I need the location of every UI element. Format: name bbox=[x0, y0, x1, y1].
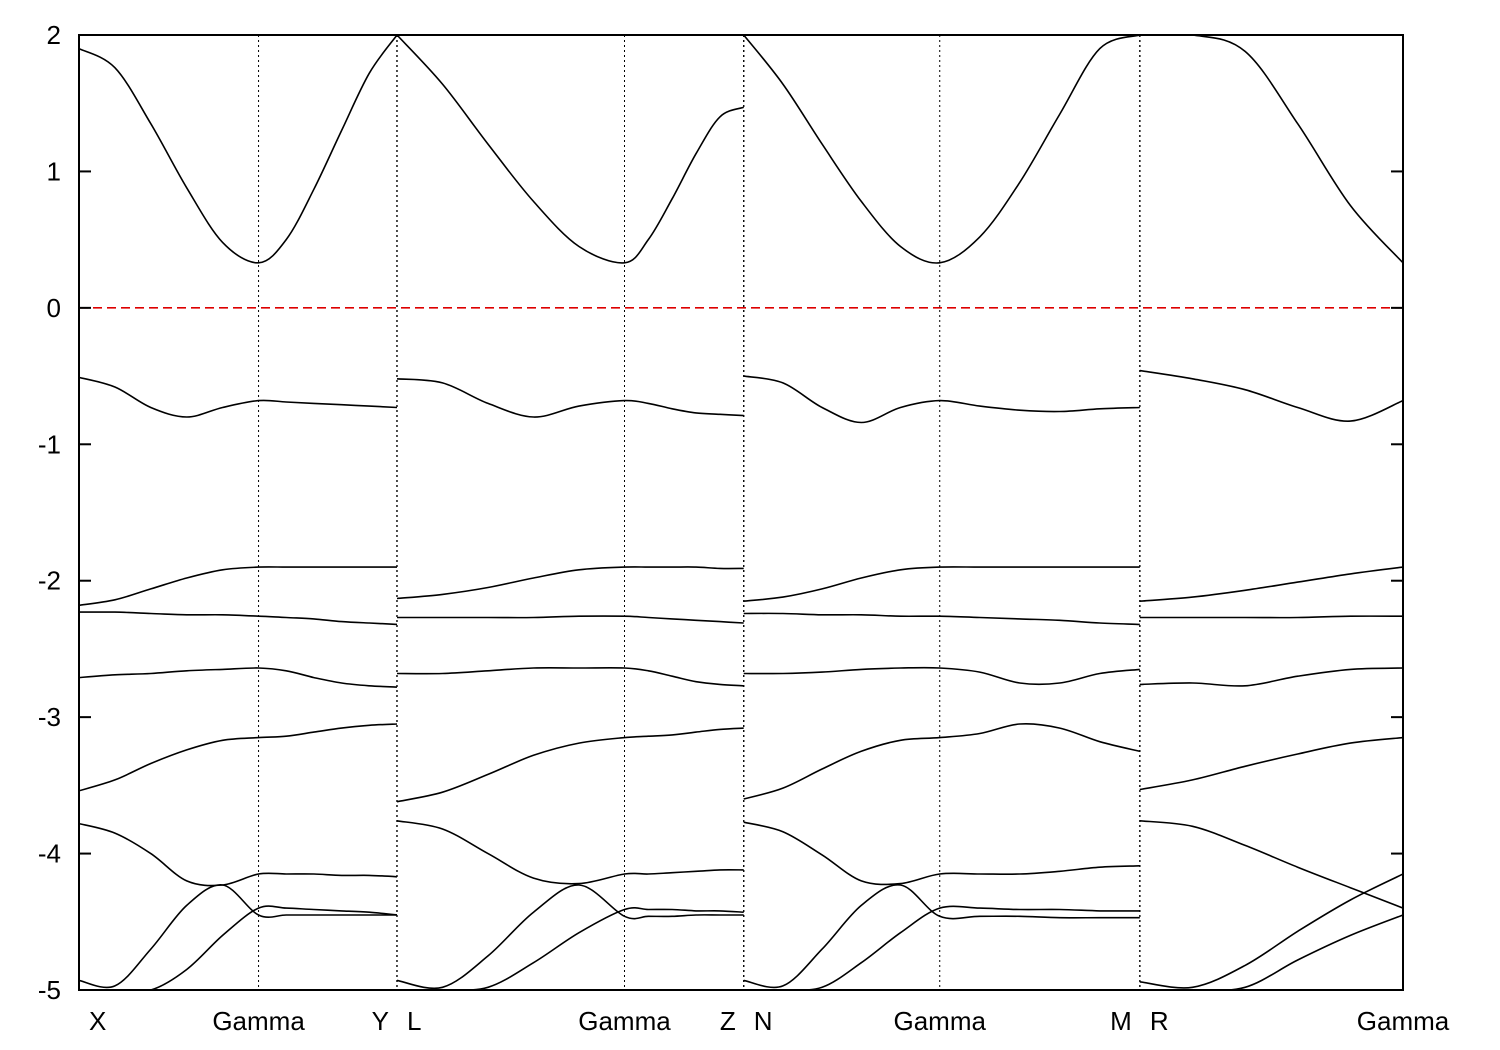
band-line-seg3-b3 bbox=[1139, 820, 1403, 909]
band-line-seg3-b9 bbox=[1139, 35, 1403, 264]
y-tick-label: 2 bbox=[47, 20, 61, 50]
band-line-seg3-b2 bbox=[1139, 914, 1403, 990]
y-tick-label: -1 bbox=[38, 429, 61, 459]
plot-area: 2 1 0 -1 -2 -3 -4 -5 X Gamma Y L Gamma Z N Gamma M R Gamma bbox=[38, 20, 1450, 1036]
band-line-seg1-b8 bbox=[396, 378, 744, 418]
x-tick-label-m: M bbox=[1110, 1006, 1132, 1036]
x-tick-label-gamma: Gamma bbox=[578, 1006, 671, 1036]
y-tick-label: -4 bbox=[38, 839, 61, 869]
band-line-seg2-b3 bbox=[743, 821, 1140, 886]
plot-frame bbox=[78, 34, 1404, 991]
band-line-seg3-b4 bbox=[1139, 736, 1403, 791]
band-line-seg0-b1 bbox=[79, 884, 397, 989]
band-line-seg3-b6 bbox=[1139, 615, 1403, 619]
band-line-seg1-b1 bbox=[396, 884, 744, 990]
y-tick-label: 1 bbox=[47, 156, 61, 186]
band-line-seg1-b3 bbox=[396, 820, 744, 885]
x-tick-label-l: L bbox=[407, 1006, 421, 1036]
band-line-seg1-b6 bbox=[396, 615, 744, 624]
band-line-seg2-b5 bbox=[743, 666, 1140, 686]
band-line-seg0-b8 bbox=[79, 376, 398, 418]
x-tick-label-n: N bbox=[754, 1006, 773, 1036]
band-line-seg3-b8 bbox=[1139, 369, 1403, 422]
x-tick-label-z: Z bbox=[720, 1006, 736, 1036]
band-line-seg1-b4 bbox=[396, 727, 744, 803]
x-tick-label-gamma: Gamma bbox=[212, 1006, 305, 1036]
x-tick-label-y: Y bbox=[372, 1006, 389, 1036]
y-tick-label: -3 bbox=[38, 702, 61, 732]
y-tick-label: -2 bbox=[38, 566, 61, 596]
x-tick-label-r: R bbox=[1150, 1006, 1169, 1036]
band-line-seg1-b5 bbox=[396, 667, 744, 687]
y-tick-label: -5 bbox=[38, 975, 61, 1005]
y-tick-label: 0 bbox=[47, 293, 61, 323]
band-line-seg1-b7 bbox=[396, 566, 744, 600]
x-tick-label-gamma: Gamma bbox=[1357, 1006, 1450, 1036]
band-line-seg0-b2 bbox=[79, 905, 398, 990]
band-line-seg0-b5 bbox=[79, 667, 398, 688]
band-line-seg0-b3 bbox=[79, 822, 398, 887]
band-line-seg2-b8 bbox=[743, 375, 1140, 424]
band-line-seg3-b1 bbox=[1139, 873, 1403, 989]
band-line-seg2-b4 bbox=[743, 722, 1140, 800]
band-line-seg0-b6 bbox=[79, 611, 398, 626]
band-line-seg2-b6 bbox=[743, 612, 1140, 626]
band-line-seg2-b2 bbox=[743, 905, 1140, 990]
x-tick-label-gamma: Gamma bbox=[894, 1006, 987, 1036]
band-line-seg3-b5 bbox=[1139, 667, 1403, 687]
band-line-seg2-b9 bbox=[743, 35, 1141, 264]
band-line-seg0-b4 bbox=[79, 723, 398, 792]
band-line-seg2-b1 bbox=[743, 884, 1140, 989]
band-line-seg2-b7 bbox=[743, 566, 1140, 602]
band-line-seg0-b7 bbox=[79, 566, 397, 607]
band-line-seg1-b2 bbox=[397, 906, 744, 990]
x-tick-label-x: X bbox=[89, 1006, 106, 1036]
band-line-seg1-b9 bbox=[396, 35, 745, 264]
band-line-seg0-b9 bbox=[79, 35, 398, 264]
band-line-seg3-b7 bbox=[1139, 566, 1403, 602]
